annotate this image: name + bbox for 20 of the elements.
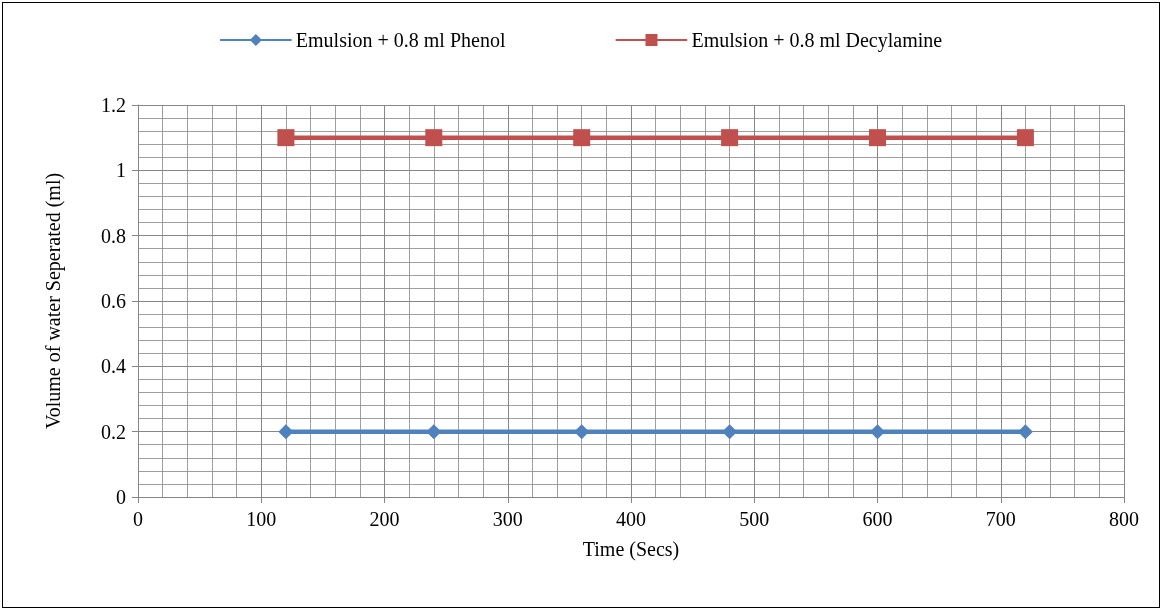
x-tick-label: 500: [739, 508, 770, 530]
y-tick-label: 0: [116, 486, 126, 508]
y-axis-title: Volume of water Seperated (ml): [42, 172, 65, 430]
y-tick-label: 0.4: [101, 355, 126, 378]
legend-label: Emulsion + 0.8 ml Decylamine: [691, 29, 943, 52]
y-tick-label: 0.2: [101, 420, 126, 443]
x-axis-title: Time (Secs): [582, 538, 680, 561]
x-tick-label: 100: [246, 508, 277, 530]
x-tick-label: 700: [985, 508, 1016, 530]
x-tick-label: 800: [1109, 508, 1139, 530]
y-tick-label: 1.2: [101, 94, 126, 116]
y-tick-label: 1: [116, 159, 126, 182]
x-tick-label: 0: [133, 508, 143, 530]
x-tick-label: 200: [369, 508, 400, 530]
x-tick-label: 600: [862, 508, 893, 530]
x-tick-label: 400: [616, 508, 646, 530]
x-tick-label: 300: [492, 508, 523, 530]
y-tick-label: 0.6: [101, 290, 126, 312]
legend-label: Emulsion + 0.8 ml Phenol: [295, 29, 506, 51]
y-tick-label: 0.8: [101, 224, 126, 247]
